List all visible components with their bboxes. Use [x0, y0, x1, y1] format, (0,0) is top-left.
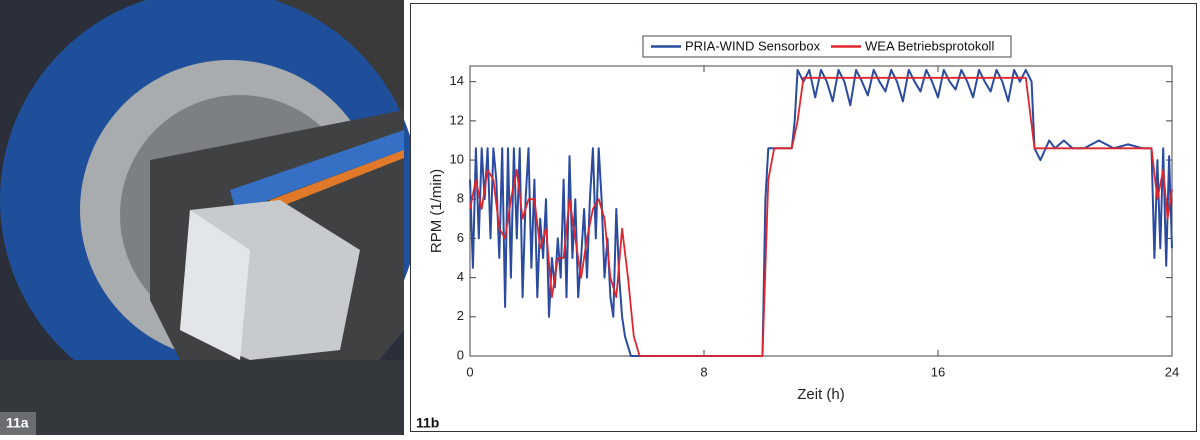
x-tick-label: 16	[931, 364, 945, 379]
legend-label: WEA Betriebsprotokoll	[865, 38, 994, 53]
chart-label: 11b	[416, 415, 439, 431]
y-tick-label: 4	[457, 269, 464, 284]
x-axis-label: Zeit (h)	[797, 386, 845, 403]
y-tick-label: 10	[450, 151, 464, 166]
y-tick-label: 14	[450, 73, 464, 88]
photo-label: 11a	[6, 415, 29, 431]
legend-label: PRIA-WIND Sensorbox	[685, 38, 821, 53]
y-tick-label: 8	[457, 191, 464, 206]
x-tick-label: 0	[466, 364, 473, 379]
x-tick-label: 8	[700, 364, 707, 379]
photo: 11a	[0, 0, 420, 435]
y-tick-label: 12	[450, 112, 464, 127]
series-line	[469, 76, 1173, 357]
y-tick-label: 6	[457, 230, 464, 245]
y-tick-label: 2	[457, 308, 464, 323]
y-axis-label: RPM (1/min)	[428, 169, 445, 253]
legend-box	[642, 35, 1012, 58]
y-tick-label: 0	[457, 347, 464, 362]
x-tick-label: 24	[1165, 364, 1179, 379]
plot-area	[469, 65, 1173, 357]
series-line	[469, 68, 1173, 357]
